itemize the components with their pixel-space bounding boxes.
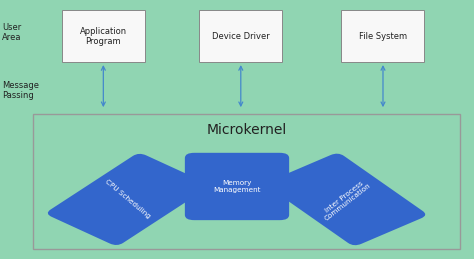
Text: Microkernel: Microkernel bbox=[206, 123, 287, 137]
Text: File System: File System bbox=[359, 32, 407, 41]
FancyBboxPatch shape bbox=[199, 10, 282, 62]
Text: User
Area: User Area bbox=[2, 23, 22, 42]
Text: Message
Passing: Message Passing bbox=[2, 81, 39, 100]
Text: Memory
Management: Memory Management bbox=[213, 180, 261, 193]
Text: CPU Scheduling: CPU Scheduling bbox=[104, 179, 152, 220]
FancyBboxPatch shape bbox=[62, 10, 145, 62]
FancyBboxPatch shape bbox=[341, 10, 424, 62]
FancyBboxPatch shape bbox=[185, 153, 289, 220]
Text: Device Driver: Device Driver bbox=[212, 32, 269, 41]
FancyBboxPatch shape bbox=[267, 154, 425, 245]
FancyBboxPatch shape bbox=[33, 114, 460, 249]
Text: Inter Process
Communication: Inter Process Communication bbox=[319, 177, 373, 222]
Text: Application
Program: Application Program bbox=[80, 27, 127, 46]
FancyBboxPatch shape bbox=[48, 154, 208, 245]
